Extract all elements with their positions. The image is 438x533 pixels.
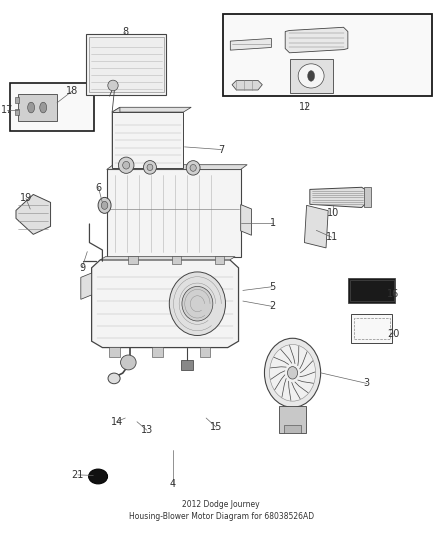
Polygon shape — [107, 165, 247, 169]
Text: 15: 15 — [210, 422, 222, 432]
Text: 2012 Dodge Journey
Housing-Blower Motor Diagram for 68038526AD: 2012 Dodge Journey Housing-Blower Motor … — [129, 500, 314, 521]
Text: 7: 7 — [218, 144, 224, 155]
Polygon shape — [241, 205, 251, 235]
Bar — [152, 346, 163, 357]
Ellipse shape — [28, 102, 35, 113]
Ellipse shape — [269, 344, 315, 401]
Text: 16: 16 — [387, 289, 399, 299]
Bar — [18, 94, 57, 122]
Polygon shape — [81, 273, 92, 300]
Text: 5: 5 — [269, 282, 276, 292]
Polygon shape — [285, 27, 348, 53]
Text: 9: 9 — [79, 263, 85, 272]
Bar — [200, 346, 210, 357]
Ellipse shape — [118, 157, 134, 173]
Text: 6: 6 — [95, 183, 102, 193]
Ellipse shape — [120, 355, 136, 370]
Bar — [284, 425, 301, 433]
Text: 1: 1 — [270, 218, 276, 228]
Bar — [180, 360, 193, 370]
Ellipse shape — [123, 161, 130, 169]
Ellipse shape — [88, 469, 108, 484]
Text: 2: 2 — [269, 301, 276, 311]
Polygon shape — [92, 260, 239, 348]
Text: 13: 13 — [141, 425, 153, 435]
Ellipse shape — [101, 201, 108, 209]
Ellipse shape — [108, 80, 118, 91]
Ellipse shape — [186, 160, 200, 175]
Bar — [351, 314, 392, 343]
Bar — [290, 59, 333, 93]
Polygon shape — [16, 195, 50, 235]
Ellipse shape — [40, 102, 47, 113]
Text: 8: 8 — [122, 27, 128, 37]
Text: 21: 21 — [71, 470, 84, 480]
Bar — [15, 97, 19, 103]
Bar — [10, 83, 94, 131]
Text: 3: 3 — [364, 378, 370, 389]
Text: 17: 17 — [1, 104, 14, 115]
Polygon shape — [304, 205, 328, 248]
Ellipse shape — [170, 272, 226, 335]
Bar — [86, 34, 166, 95]
Text: 18: 18 — [66, 86, 78, 96]
Bar — [128, 256, 138, 264]
Ellipse shape — [108, 373, 120, 384]
Bar — [348, 278, 396, 303]
Bar — [15, 109, 19, 115]
Ellipse shape — [98, 197, 111, 213]
Polygon shape — [100, 257, 235, 260]
Text: 12: 12 — [299, 102, 312, 112]
Bar — [107, 169, 241, 257]
Bar — [89, 37, 163, 92]
Text: 11: 11 — [326, 232, 338, 243]
Bar — [109, 346, 120, 357]
Polygon shape — [112, 107, 120, 168]
Ellipse shape — [287, 367, 297, 379]
Ellipse shape — [182, 286, 213, 321]
Polygon shape — [112, 107, 191, 112]
Ellipse shape — [144, 160, 156, 174]
Bar — [215, 256, 224, 264]
Ellipse shape — [298, 64, 324, 88]
Bar — [172, 256, 181, 264]
Bar — [350, 280, 394, 301]
Bar — [223, 14, 432, 96]
Polygon shape — [230, 38, 272, 50]
Bar — [364, 187, 371, 207]
Text: 20: 20 — [387, 329, 399, 339]
Ellipse shape — [307, 70, 314, 81]
Text: 14: 14 — [110, 417, 123, 427]
Polygon shape — [232, 80, 262, 90]
Polygon shape — [310, 187, 366, 207]
Bar — [354, 318, 389, 339]
Bar — [279, 406, 306, 433]
Ellipse shape — [265, 338, 321, 407]
Ellipse shape — [190, 165, 196, 171]
Text: 19: 19 — [20, 193, 32, 204]
Bar — [112, 112, 184, 168]
Text: 10: 10 — [327, 208, 339, 219]
Ellipse shape — [147, 164, 153, 171]
Text: 4: 4 — [170, 480, 176, 489]
